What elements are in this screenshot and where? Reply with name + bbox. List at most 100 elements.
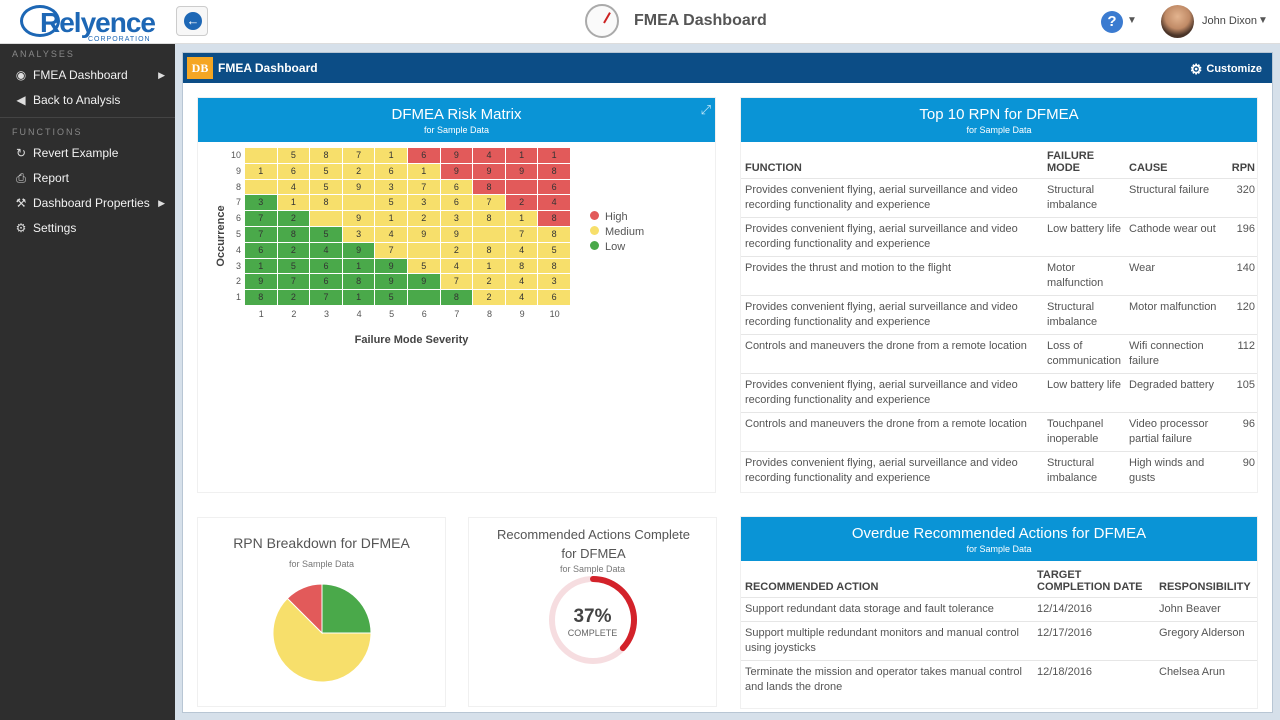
- table-row[interactable]: Terminate the mission and operator takes…: [741, 660, 1257, 699]
- matrix-cell[interactable]: 9: [408, 274, 440, 290]
- matrix-cell[interactable]: 1: [245, 163, 277, 179]
- table-row[interactable]: Controls and maneuvers the drone from a …: [741, 334, 1257, 374]
- matrix-cell[interactable]: [342, 195, 375, 211]
- matrix-cell[interactable]: 9: [342, 211, 375, 226]
- matrix-cell[interactable]: 8: [310, 195, 342, 211]
- column-header-function[interactable]: FUNCTION: [745, 162, 802, 174]
- matrix-cell[interactable]: 3: [440, 211, 473, 226]
- matrix-cell[interactable]: 2: [277, 290, 310, 305]
- column-header-recommended-action[interactable]: RECOMMENDED ACTION: [745, 581, 879, 593]
- matrix-cell[interactable]: 8: [538, 211, 570, 226]
- legend-item-medium[interactable]: Medium: [590, 226, 644, 241]
- matrix-cell[interactable]: 3: [375, 179, 407, 195]
- matrix-cell[interactable]: 7: [342, 148, 375, 163]
- matrix-cell[interactable]: [408, 242, 440, 258]
- table-row[interactable]: Support redundant data storage and fault…: [741, 597, 1257, 622]
- matrix-cell[interactable]: 8: [310, 148, 342, 163]
- matrix-cell[interactable]: 7: [245, 211, 277, 226]
- matrix-cell[interactable]: 5: [408, 258, 440, 274]
- matrix-cell[interactable]: 3: [245, 195, 277, 211]
- matrix-cell[interactable]: 6: [440, 195, 473, 211]
- matrix-cell[interactable]: [310, 211, 342, 226]
- matrix-cell[interactable]: 7: [245, 227, 277, 242]
- matrix-cell[interactable]: 6: [310, 258, 342, 274]
- sidebar-item-report[interactable]: ⎙ Report: [0, 166, 175, 191]
- matrix-cell[interactable]: 4: [473, 148, 505, 163]
- matrix-cell[interactable]: 4: [538, 195, 570, 211]
- matrix-cell[interactable]: 3: [342, 227, 375, 242]
- matrix-cell[interactable]: 8: [440, 290, 473, 305]
- sidebar-item-revert-example[interactable]: ↻ Revert Example: [0, 141, 175, 166]
- matrix-cell[interactable]: 2: [342, 163, 375, 179]
- matrix-cell[interactable]: 8: [473, 179, 505, 195]
- help-icon[interactable]: ?: [1101, 11, 1123, 33]
- matrix-cell[interactable]: 9: [408, 227, 440, 242]
- matrix-cell[interactable]: 9: [375, 274, 407, 290]
- matrix-cell[interactable]: 7: [375, 242, 407, 258]
- table-row[interactable]: Provides convenient flying, aerial surve…: [741, 373, 1257, 413]
- matrix-cell[interactable]: 4: [440, 258, 473, 274]
- expand-icon[interactable]: ⤢: [700, 102, 711, 117]
- pie-slice[interactable]: [272, 597, 372, 683]
- matrix-cell[interactable]: 9: [440, 148, 473, 163]
- matrix-cell[interactable]: 8: [538, 163, 570, 179]
- matrix-cell[interactable]: 5: [538, 242, 570, 258]
- matrix-cell[interactable]: [408, 290, 440, 305]
- matrix-cell[interactable]: 5: [277, 148, 310, 163]
- matrix-cell[interactable]: 7: [408, 179, 440, 195]
- matrix-cell[interactable]: 6: [310, 274, 342, 290]
- matrix-cell[interactable]: 1: [473, 258, 505, 274]
- matrix-cell[interactable]: [245, 148, 277, 163]
- column-header-failure-mode[interactable]: FAILURE MODE: [1047, 150, 1095, 174]
- legend-item-low[interactable]: Low: [590, 241, 644, 256]
- matrix-cell[interactable]: [505, 179, 538, 195]
- matrix-cell[interactable]: 2: [440, 242, 473, 258]
- matrix-cell[interactable]: 9: [473, 163, 505, 179]
- matrix-cell[interactable]: 9: [245, 274, 277, 290]
- matrix-cell[interactable]: 2: [277, 211, 310, 226]
- table-row[interactable]: Support multiple redundant monitors and …: [741, 621, 1257, 661]
- matrix-cell[interactable]: 3: [538, 274, 570, 290]
- matrix-cell[interactable]: 7: [277, 274, 310, 290]
- matrix-cell[interactable]: 6: [408, 148, 440, 163]
- matrix-cell[interactable]: 8: [473, 211, 505, 226]
- matrix-cell[interactable]: 5: [277, 258, 310, 274]
- matrix-cell[interactable]: 9: [342, 179, 375, 195]
- matrix-cell[interactable]: 4: [277, 179, 310, 195]
- table-row[interactable]: Provides convenient flying, aerial surve…: [741, 451, 1257, 490]
- matrix-cell[interactable]: 1: [375, 148, 407, 163]
- matrix-cell[interactable]: 6: [538, 290, 570, 305]
- legend-item-high[interactable]: High: [590, 211, 644, 226]
- matrix-cell[interactable]: 4: [310, 242, 342, 258]
- matrix-cell[interactable]: 2: [505, 195, 538, 211]
- user-name[interactable]: John Dixon: [1202, 15, 1258, 27]
- pie-slice[interactable]: [321, 583, 372, 634]
- table-row[interactable]: Provides convenient flying, aerial surve…: [741, 295, 1257, 335]
- matrix-cell[interactable]: 8: [277, 227, 310, 242]
- matrix-cell[interactable]: 8: [538, 258, 570, 274]
- avatar[interactable]: [1161, 5, 1194, 38]
- column-header-target-date[interactable]: TARGET COMPLETION DATE: [1037, 569, 1143, 593]
- column-header-rpn[interactable]: RPN: [1231, 162, 1255, 174]
- matrix-cell[interactable]: 6: [538, 179, 570, 195]
- pie-slice[interactable]: [286, 583, 323, 635]
- matrix-cell[interactable]: 7: [310, 290, 342, 305]
- user-menu-chevron-icon[interactable]: ▼: [1258, 15, 1268, 26]
- matrix-cell[interactable]: 6: [277, 163, 310, 179]
- matrix-cell[interactable]: 9: [440, 163, 473, 179]
- table-row[interactable]: Provides the thrust and motion to the fl…: [741, 256, 1257, 296]
- matrix-cell[interactable]: 5: [375, 195, 407, 211]
- matrix-cell[interactable]: 6: [440, 179, 473, 195]
- table-row[interactable]: Controls and maneuvers the drone from a …: [741, 412, 1257, 452]
- matrix-cell[interactable]: [473, 227, 505, 242]
- matrix-cell[interactable]: 7: [473, 195, 505, 211]
- matrix-cell[interactable]: 3: [408, 195, 440, 211]
- matrix-cell[interactable]: 4: [375, 227, 407, 242]
- table-row[interactable]: Provides convenient flying, aerial surve…: [741, 178, 1257, 218]
- matrix-cell[interactable]: 4: [505, 274, 538, 290]
- sidebar-item-fmea-dashboard[interactable]: ◉ FMEA Dashboard ▶: [0, 63, 175, 88]
- matrix-cell[interactable]: 1: [277, 195, 310, 211]
- column-header-cause[interactable]: CAUSE: [1129, 162, 1168, 174]
- table-row[interactable]: Provides convenient flying, aerial surve…: [741, 217, 1257, 257]
- matrix-cell[interactable]: 8: [505, 258, 538, 274]
